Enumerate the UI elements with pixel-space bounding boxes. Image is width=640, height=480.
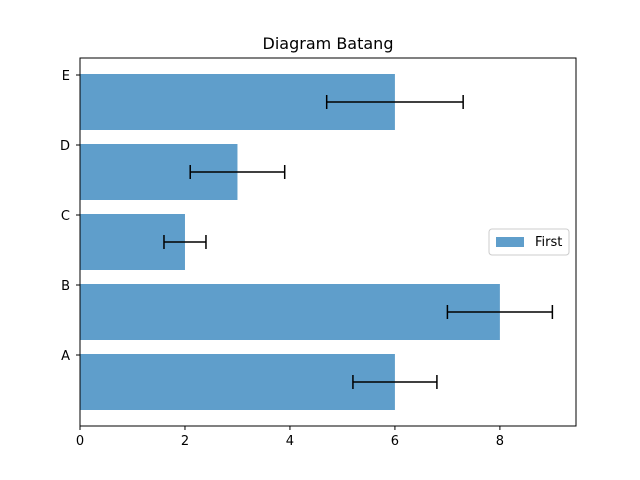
error-bar-C <box>163 235 207 249</box>
error-bar-A <box>352 375 438 389</box>
chart-title: Diagram Batang <box>263 34 394 53</box>
error-bar-B <box>446 305 554 319</box>
x-tick-label: 2 <box>181 434 189 449</box>
x-tick-label: 0 <box>76 434 84 449</box>
y-tick-label: E <box>62 69 70 84</box>
y-tick-label: C <box>61 209 70 224</box>
legend-label: First <box>535 235 562 250</box>
y-tick-label: B <box>61 279 70 294</box>
legend: First <box>488 228 570 256</box>
legend-swatch <box>496 237 524 247</box>
x-tick-label: 8 <box>496 434 504 449</box>
error-bar-D <box>189 165 286 179</box>
x-tick-label: 4 <box>286 434 294 449</box>
plot-area-frame <box>79 57 577 427</box>
bar-B <box>80 284 500 340</box>
bar-A <box>80 354 395 410</box>
y-axis-ticks: A B C D E <box>60 69 80 364</box>
error-bars-layer <box>163 95 554 389</box>
error-bar-E <box>325 95 464 109</box>
x-tick-label: 6 <box>391 434 399 449</box>
x-axis-ticks: 0 2 4 6 8 <box>76 426 504 449</box>
legend-frame <box>488 228 570 256</box>
y-tick-label: A <box>61 349 70 364</box>
y-tick-label: D <box>60 139 70 154</box>
